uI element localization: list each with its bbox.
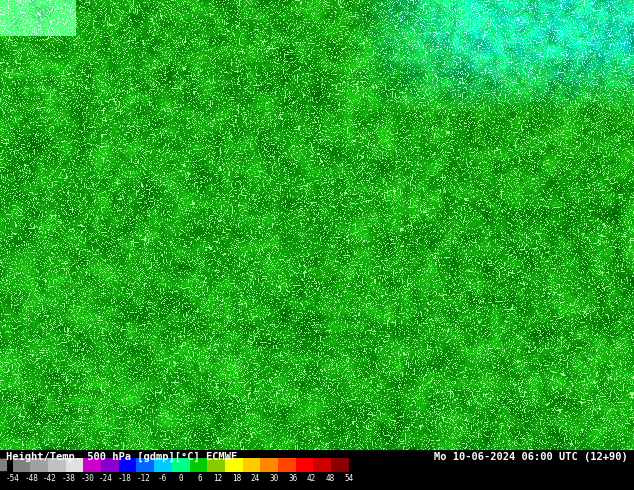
Text: 6: 6 bbox=[197, 474, 202, 483]
Text: 48: 48 bbox=[325, 474, 335, 483]
Bar bbox=[313, 458, 331, 472]
Text: Height/Temp. 500 hPa [gdmp][°C] ECMWF: Height/Temp. 500 hPa [gdmp][°C] ECMWF bbox=[6, 452, 238, 462]
Bar bbox=[295, 458, 313, 472]
Text: 42: 42 bbox=[307, 474, 316, 483]
Bar bbox=[331, 458, 349, 472]
Bar bbox=[13, 458, 30, 472]
Text: 24: 24 bbox=[250, 474, 260, 483]
Text: -38: -38 bbox=[61, 474, 75, 483]
FancyArrow shape bbox=[0, 458, 6, 472]
Bar bbox=[278, 458, 295, 472]
Text: -12: -12 bbox=[136, 474, 150, 483]
Bar bbox=[243, 458, 261, 472]
Bar bbox=[225, 458, 243, 472]
Text: 18: 18 bbox=[232, 474, 242, 483]
Bar bbox=[119, 458, 136, 472]
Bar bbox=[136, 458, 154, 472]
Text: -48: -48 bbox=[25, 474, 38, 483]
Text: -30: -30 bbox=[81, 474, 94, 483]
Bar bbox=[30, 458, 48, 472]
Bar bbox=[101, 458, 119, 472]
Text: -24: -24 bbox=[99, 474, 113, 483]
Bar bbox=[172, 458, 190, 472]
Text: 12: 12 bbox=[214, 474, 223, 483]
Text: 36: 36 bbox=[288, 474, 297, 483]
Bar bbox=[48, 458, 66, 472]
Text: 30: 30 bbox=[269, 474, 279, 483]
Bar bbox=[261, 458, 278, 472]
Bar bbox=[207, 458, 225, 472]
Text: -6: -6 bbox=[157, 474, 167, 483]
Bar bbox=[84, 458, 101, 472]
Text: -54: -54 bbox=[6, 474, 20, 483]
Bar bbox=[154, 458, 172, 472]
Text: 54: 54 bbox=[344, 474, 353, 483]
Bar bbox=[66, 458, 84, 472]
Text: Mo 10-06-2024 06:00 UTC (12+90): Mo 10-06-2024 06:00 UTC (12+90) bbox=[434, 452, 628, 462]
Text: 0: 0 bbox=[178, 474, 183, 483]
Text: -42: -42 bbox=[43, 474, 57, 483]
Bar bbox=[190, 458, 207, 472]
Text: -18: -18 bbox=[118, 474, 132, 483]
